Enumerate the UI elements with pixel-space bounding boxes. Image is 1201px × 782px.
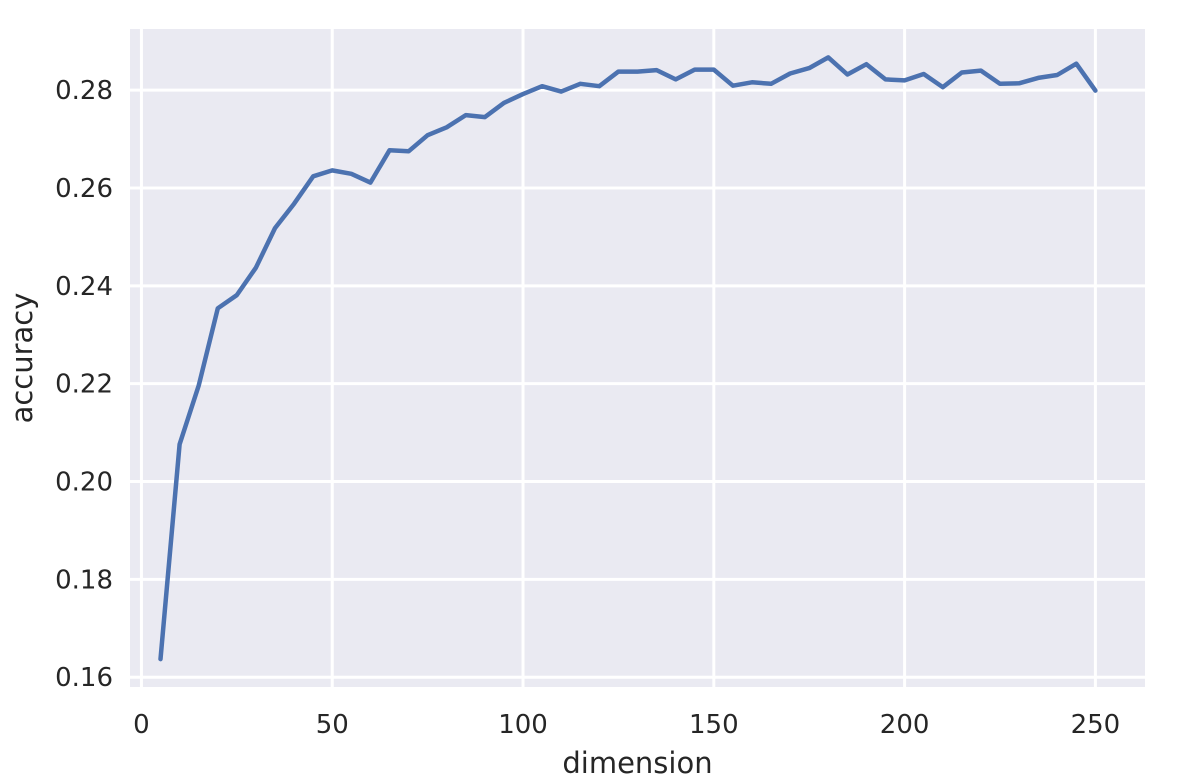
y-tick-label: 0.28 — [55, 76, 113, 106]
y-tick-label: 0.24 — [55, 272, 113, 302]
x-tick-label: 0 — [133, 710, 150, 740]
y-axis-label: accuracy — [5, 293, 39, 424]
series-layer — [158, 55, 1098, 662]
y-tick-label: 0.16 — [55, 663, 113, 693]
x-tick-label: 100 — [498, 710, 548, 740]
x-tick-label: 150 — [689, 710, 739, 740]
y-tick-label: 0.18 — [55, 565, 113, 595]
y-tick-label: 0.22 — [55, 370, 113, 400]
x-tick-labels: 0 50 100 150 200 250 — [133, 710, 1120, 740]
y-tick-labels: 0.16 0.18 0.20 0.22 0.24 0.26 0.28 — [55, 76, 113, 693]
y-tick-label: 0.20 — [55, 468, 113, 498]
grid — [130, 29, 1145, 687]
x-tick-label: 250 — [1071, 710, 1121, 740]
y-tick-label: 0.26 — [55, 174, 113, 204]
x-tick-label: 200 — [880, 710, 930, 740]
accuracy-line — [158, 55, 1098, 662]
plot-background — [130, 29, 1145, 687]
x-tick-label: 50 — [316, 710, 349, 740]
x-axis-label: dimension — [562, 746, 712, 780]
